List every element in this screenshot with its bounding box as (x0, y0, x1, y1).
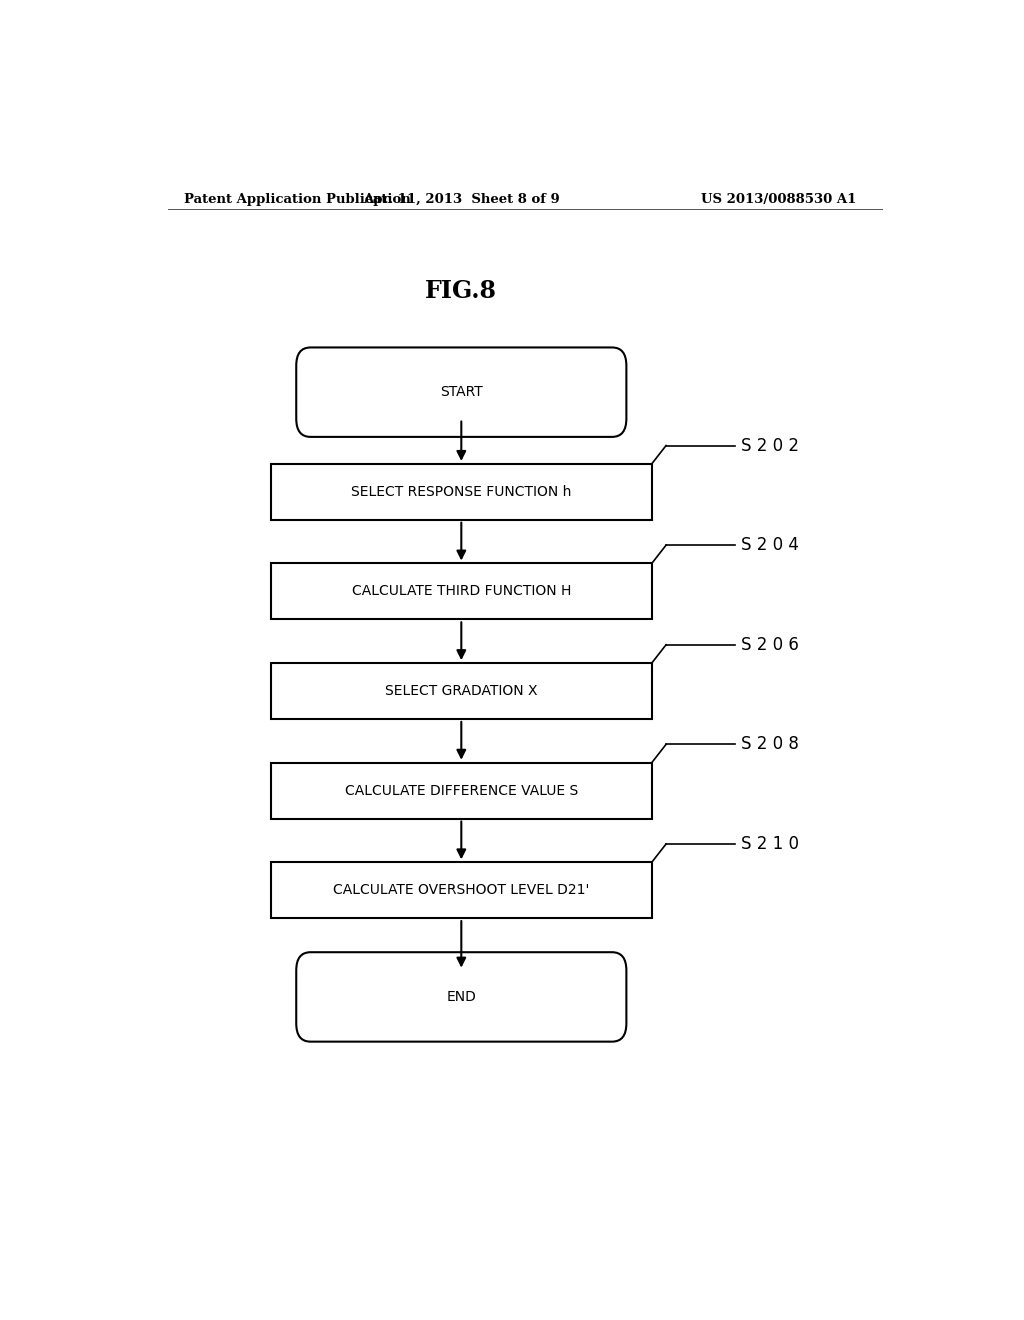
FancyBboxPatch shape (270, 763, 651, 818)
Text: CALCULATE THIRD FUNCTION H: CALCULATE THIRD FUNCTION H (351, 585, 571, 598)
Text: START: START (440, 385, 482, 399)
Text: Patent Application Publication: Patent Application Publication (183, 193, 411, 206)
Text: Apr. 11, 2013  Sheet 8 of 9: Apr. 11, 2013 Sheet 8 of 9 (362, 193, 560, 206)
FancyBboxPatch shape (270, 663, 651, 719)
FancyBboxPatch shape (270, 463, 651, 520)
Text: S 2 0 6: S 2 0 6 (741, 636, 800, 653)
FancyBboxPatch shape (296, 952, 627, 1041)
Text: SELECT GRADATION X: SELECT GRADATION X (385, 684, 538, 698)
Text: US 2013/0088530 A1: US 2013/0088530 A1 (701, 193, 856, 206)
Text: S 2 0 8: S 2 0 8 (741, 735, 800, 754)
Text: SELECT RESPONSE FUNCTION h: SELECT RESPONSE FUNCTION h (351, 484, 571, 499)
Text: CALCULATE DIFFERENCE VALUE S: CALCULATE DIFFERENCE VALUE S (345, 784, 578, 797)
Text: END: END (446, 990, 476, 1005)
Text: S 2 0 2: S 2 0 2 (741, 437, 800, 454)
Text: S 2 1 0: S 2 1 0 (741, 836, 800, 853)
FancyBboxPatch shape (296, 347, 627, 437)
Text: FIG.8: FIG.8 (425, 279, 498, 302)
FancyBboxPatch shape (270, 564, 651, 619)
FancyBboxPatch shape (270, 862, 651, 919)
Text: CALCULATE OVERSHOOT LEVEL D21': CALCULATE OVERSHOOT LEVEL D21' (333, 883, 590, 898)
Text: S 2 0 4: S 2 0 4 (741, 536, 800, 554)
